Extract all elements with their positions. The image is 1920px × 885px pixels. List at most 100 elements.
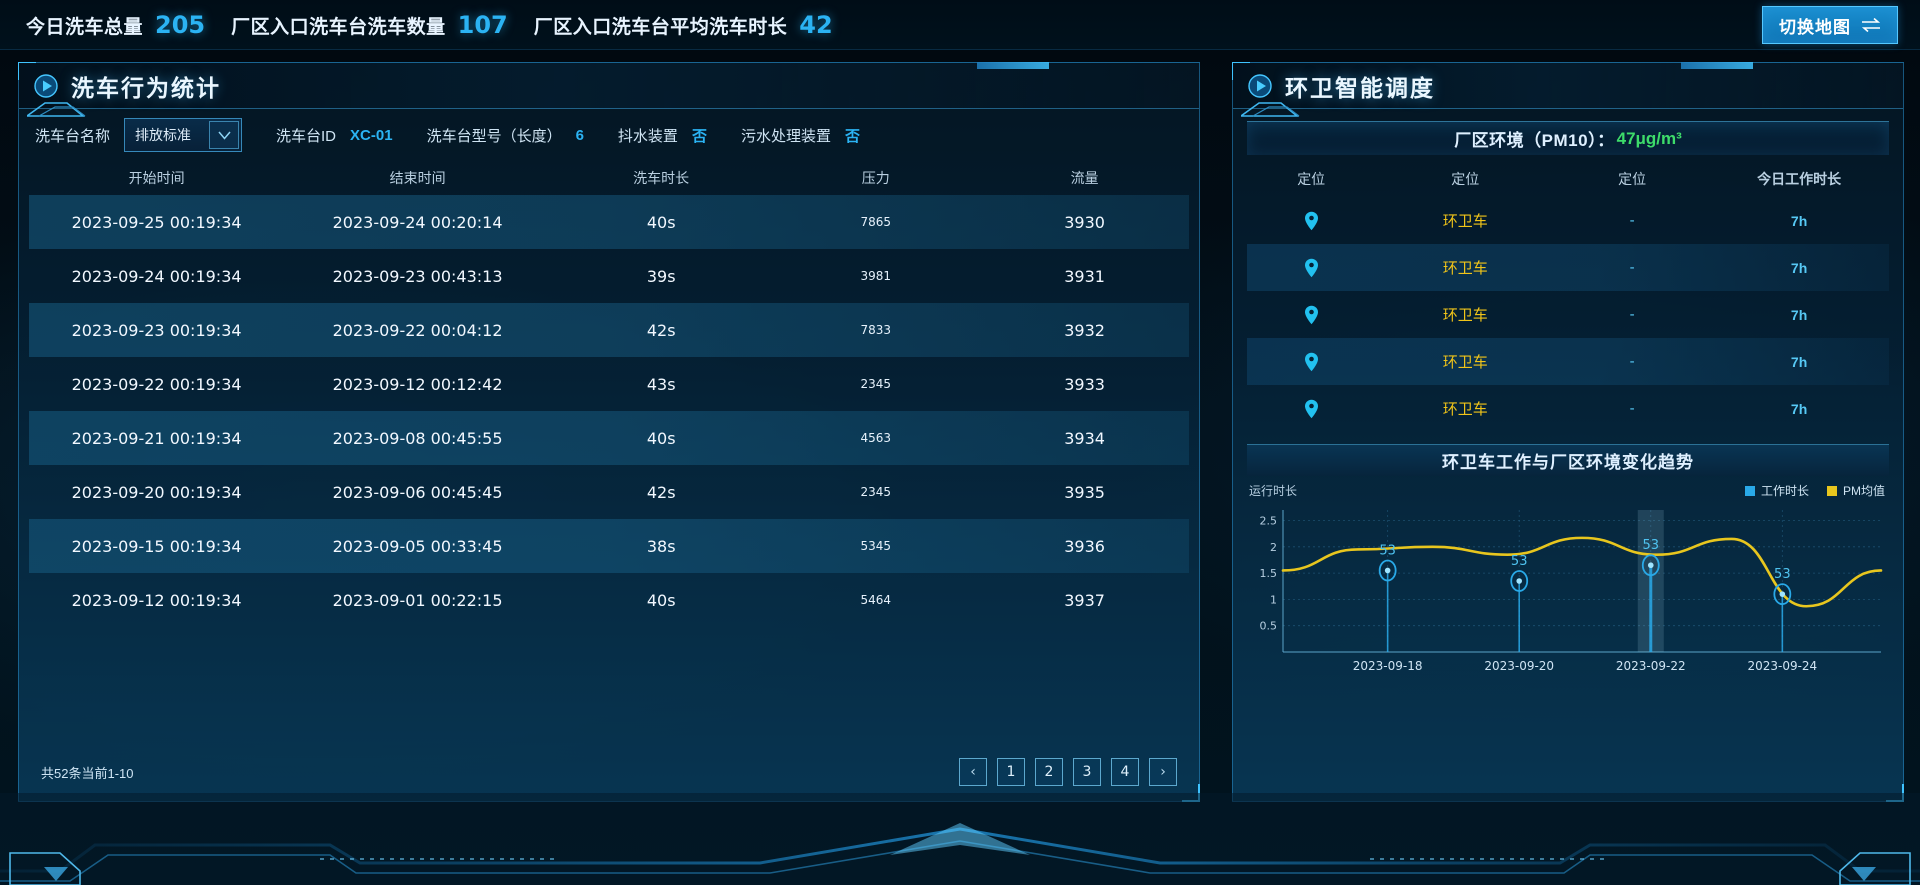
list-item[interactable]: 环卫车 - 7h — [1247, 338, 1889, 385]
table-cell: 2023-09-12 00:19:34 — [71, 590, 242, 610]
map-pin-icon[interactable] — [1247, 305, 1375, 325]
page-prev-button[interactable]: ‹ — [959, 758, 987, 786]
vehicle-work-hours: 7h — [1790, 259, 1808, 276]
page-button-3[interactable]: 3 — [1073, 758, 1101, 786]
col-start-time: 开始时间 — [128, 170, 185, 186]
legend-swatch — [1826, 485, 1837, 496]
header-corner-deco — [27, 102, 86, 117]
list-item[interactable]: 环卫车 - 7h — [1247, 244, 1889, 291]
wash-station-model-value: 6 — [575, 126, 584, 144]
table-cell: 3934 — [1064, 428, 1105, 448]
vehicle-work-hours: 7h — [1790, 212, 1808, 229]
map-pin-icon[interactable] — [1247, 258, 1375, 278]
header-notch-deco — [1681, 62, 1753, 69]
col-end-time: 结束时间 — [389, 170, 446, 186]
stat-value: 42 — [799, 10, 833, 39]
chart-heading: 环卫车工作与厂区环境变化趋势 — [1247, 444, 1889, 476]
left-panel-title: 洗车行为统计 — [71, 74, 221, 101]
table-row[interactable]: 2023-09-25 00:19:34 2023-09-24 00:20:14 40… — [29, 195, 1189, 249]
table-cell: 38s — [646, 536, 676, 556]
y-axis-tick: 2.5 — [1260, 515, 1278, 528]
page-button-4[interactable]: 4 — [1111, 758, 1139, 786]
table-cell: 2023-09-23 00:19:34 — [71, 320, 242, 340]
col-duration: 洗车时长 — [633, 170, 690, 186]
wash-records-table: 开始时间 结束时间 洗车时长 压力 流量 2023-09-25 00:19:34… — [29, 161, 1189, 627]
table-cell: 3981 — [860, 269, 892, 283]
table-cell: 5345 — [860, 539, 892, 553]
table-cell: 40s — [646, 212, 676, 232]
sewage-device-label: 污水处理装置 — [740, 127, 831, 145]
sanitation-vehicle-table: 定位 定位 定位 今日工作时长 环卫车 - 7h 环卫车 - 7h 环卫车 - 7h 环卫车 - 7h… — [1247, 161, 1889, 432]
y-axis-tick: 1.5 — [1260, 567, 1278, 580]
vehicle-status: - — [1629, 259, 1635, 276]
page-button-2[interactable]: 2 — [1035, 758, 1063, 786]
table-row[interactable]: 2023-09-12 00:19:34 2023-09-01 00:22:15 40… — [29, 573, 1189, 627]
table-row[interactable]: 2023-09-24 00:19:34 2023-09-23 00:43:13 39… — [29, 249, 1189, 303]
data-point-marker[interactable] — [1510, 570, 1529, 592]
list-item[interactable]: 环卫车 - 7h — [1247, 197, 1889, 244]
stat-label: 今日洗车总量 — [26, 16, 144, 38]
vehicle-name: 环卫车 — [1442, 401, 1488, 418]
table-row[interactable]: 2023-09-15 00:19:34 2023-09-05 00:33:45 38… — [29, 519, 1189, 573]
table-cell: 2345 — [860, 377, 892, 391]
stat-item-total-wash: 今日洗车总量 205 — [26, 11, 205, 39]
list-item[interactable]: 环卫车 - 7h — [1247, 291, 1889, 338]
wash-station-id-value: XC-01 — [350, 126, 393, 144]
bottom-hud-decoration — [0, 793, 1920, 885]
table-row[interactable]: 2023-09-23 00:19:34 2023-09-22 00:04:12 42… — [29, 303, 1189, 357]
table-cell: 2023-09-06 00:45:45 — [332, 482, 503, 502]
table-cell: 2345 — [860, 485, 892, 499]
wash-station-name-label: 洗车台名称 — [35, 127, 111, 145]
page-next-button[interactable]: › — [1149, 758, 1177, 786]
map-pin-icon[interactable] — [1247, 399, 1375, 419]
table-cell: 42s — [646, 482, 676, 502]
data-point-marker[interactable] — [1773, 583, 1792, 606]
table-row[interactable]: 2023-09-21 00:19:34 2023-09-08 00:45:55 40… — [29, 411, 1189, 465]
table-cell: 2023-09-20 00:19:34 — [71, 482, 242, 502]
left-panel-header: 洗车行为统计 — [19, 62, 1199, 117]
table-cell: 2023-09-24 00:19:34 — [71, 266, 242, 286]
stat-label: 厂区入口洗车台洗车数量 — [231, 16, 446, 38]
table-cell: 3930 — [1064, 212, 1105, 232]
chevron-down-icon[interactable] — [209, 121, 240, 149]
table-cell: 42s — [646, 320, 676, 340]
stat-item-avg-duration: 厂区入口洗车台平均洗车时长 42 — [534, 11, 833, 39]
data-point-marker[interactable] — [1378, 559, 1397, 582]
col-location-1: 定位 — [1297, 171, 1326, 187]
map-pin-icon[interactable] — [1247, 211, 1375, 231]
col-location-3: 定位 — [1618, 171, 1647, 187]
emission-standard-select[interactable]: 排放标准 — [124, 118, 243, 152]
table-cell: 2023-09-12 00:12:42 — [332, 374, 503, 394]
legend-item-pm-average[interactable]: PM均值 — [1826, 482, 1885, 499]
x-axis-tick: 2023-09-20 — [1484, 659, 1554, 673]
table-row[interactable]: 2023-09-22 00:19:34 2023-09-12 00:12:42 43… — [29, 357, 1189, 411]
filter-row: 洗车台名称 排放标准 洗车台ID XC-01 洗车台型号（长度） 6 抖水装置 … — [19, 109, 1199, 161]
vehicle-name: 环卫车 — [1442, 354, 1488, 371]
chart-canvas: 0.5 1 1.5 2 2.5 2023-09-18 2023-09-20 2023-09-2… — [1260, 510, 1883, 673]
table-cell: 40s — [646, 428, 676, 448]
table-row[interactable]: 2023-09-20 00:19:34 2023-09-06 00:45:45 42… — [29, 465, 1189, 519]
legend-item-work-hours[interactable]: 工作时长 — [1744, 482, 1809, 499]
x-axis-tick: 2023-09-18 — [1353, 659, 1423, 673]
table-cell: 2023-09-15 00:19:34 — [71, 536, 242, 556]
switch-map-button[interactable]: 切换地图 — [1762, 6, 1898, 44]
table-cell: 4563 — [860, 431, 892, 445]
list-item[interactable]: 环卫车 - 7h — [1247, 385, 1889, 432]
top-stat-bar: 今日洗车总量 205 厂区入口洗车台洗车数量 107 厂区入口洗车台平均洗车时长… — [0, 0, 1920, 50]
map-pin-icon[interactable] — [1247, 352, 1375, 372]
car-wash-statistics-panel: 洗车行为统计 洗车台名称 排放标准 洗车台ID XC-01 洗车台型号（长度） … — [18, 62, 1200, 802]
col-location-2: 定位 — [1451, 171, 1480, 187]
table-cell: 3932 — [1064, 320, 1105, 340]
table-cell: 2023-09-23 00:43:13 — [332, 266, 503, 286]
data-point-marker[interactable] — [1641, 554, 1660, 577]
vehicle-work-hours: 7h — [1790, 306, 1808, 323]
vehicle-work-hours: 7h — [1790, 400, 1808, 417]
chart-legend: 工作时长 PM均值 — [1744, 482, 1885, 499]
stat-value: 107 — [457, 10, 508, 39]
series-line-pm-average — [1281, 536, 1883, 608]
page-button-1[interactable]: 1 — [997, 758, 1025, 786]
vehicle-work-hours: 7h — [1790, 353, 1808, 370]
play-circle-icon — [1247, 73, 1273, 99]
pm10-environment-bar: 厂区环境（PM10）： 47μg/m³ — [1247, 121, 1889, 155]
data-point-label: 53 — [1642, 538, 1659, 553]
